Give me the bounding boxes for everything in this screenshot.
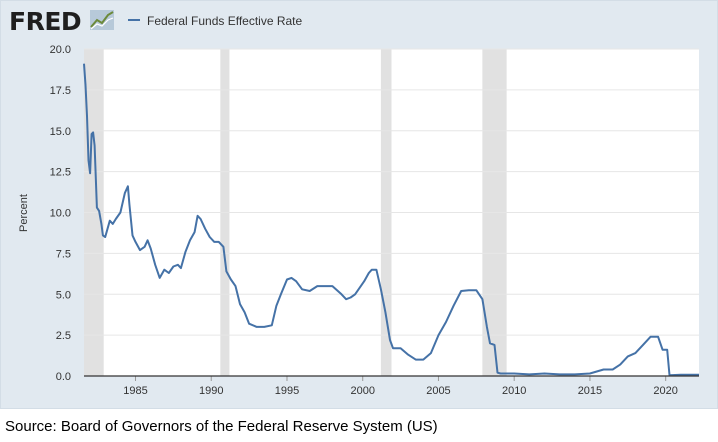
source-text: Source: Board of Governors of the Federa… xyxy=(5,418,438,435)
fred-logo[interactable]: FRED xyxy=(9,7,114,36)
x-tick-label: 2010 xyxy=(502,385,526,397)
y-tick-labels: 0.0 2.5 5.0 7.5 10.0 12.5 15.0 17.5 20.0 xyxy=(50,44,71,383)
y-gridlines xyxy=(84,48,699,336)
x-tick-label: 1985 xyxy=(123,385,147,397)
y-tick-label: 7.5 xyxy=(56,248,71,260)
y-tick-label: 0.0 xyxy=(56,371,71,383)
x-tick-label: 2000 xyxy=(350,385,374,397)
legend-label: Federal Funds Effective Rate xyxy=(147,14,303,28)
logo-text: FRED xyxy=(9,7,81,36)
y-tick-label: 5.0 xyxy=(56,289,71,301)
x-tick-label: 2015 xyxy=(578,385,602,397)
y-tick-label: 2.5 xyxy=(56,330,71,342)
y-tick-label: 20.0 xyxy=(50,44,71,56)
y-tick-label: 15.0 xyxy=(50,126,71,138)
y-tick-label: 17.5 xyxy=(50,85,71,97)
y-tick-label: 10.0 xyxy=(50,208,71,220)
x-tick-labels: 1985 1990 1995 2000 2005 2010 2015 2020 xyxy=(123,376,678,397)
y-tick-label: 12.5 xyxy=(50,167,71,179)
y-axis-label: Percent xyxy=(18,194,30,232)
x-tick-label: 1990 xyxy=(199,385,223,397)
series-line-fed-funds xyxy=(83,63,699,377)
chart-svg: FRED Federal Funds Effective Rate 0.0 2.5… xyxy=(9,7,699,397)
x-tick-label: 2005 xyxy=(426,385,450,397)
legend: Federal Funds Effective Rate xyxy=(128,14,303,28)
x-tick-label: 1995 xyxy=(275,385,299,397)
x-tick-label: 2020 xyxy=(653,385,677,397)
chart-line-icon xyxy=(90,10,114,30)
